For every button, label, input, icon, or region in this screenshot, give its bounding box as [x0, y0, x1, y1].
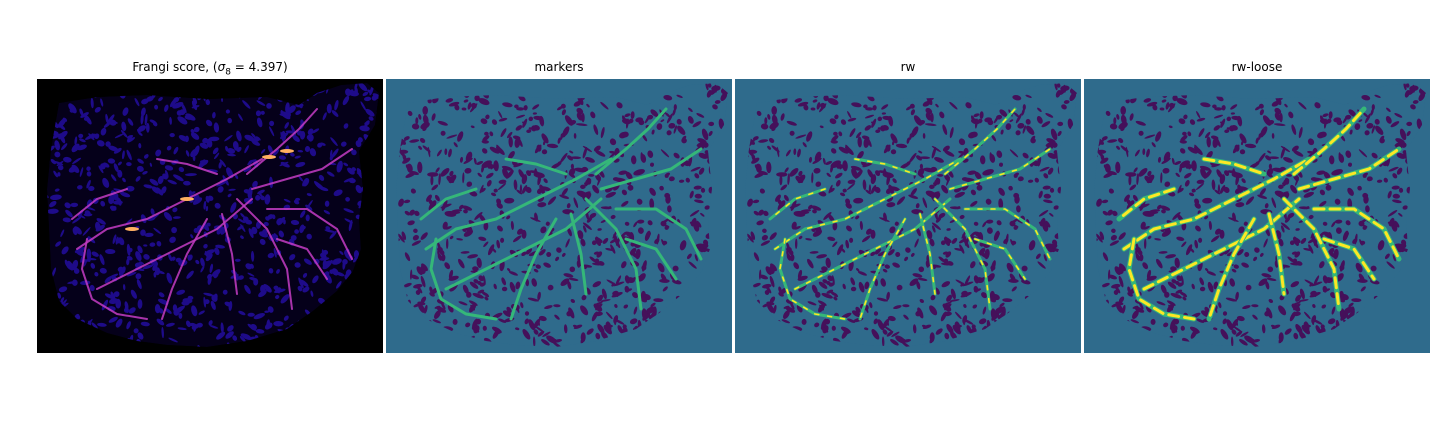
title-subscript: 8 — [225, 67, 231, 78]
title-text: Frangi score, ( — [132, 60, 218, 74]
rw-image — [735, 79, 1081, 353]
markers-canvas — [386, 79, 732, 353]
panel-title-rw: rw — [900, 60, 916, 74]
panel-title-frangi: Frangi score, (σ8 = 4.397) — [37, 60, 383, 77]
frangi-image — [37, 79, 383, 353]
rw-loose-image — [1084, 79, 1430, 353]
title-sigma: σ — [217, 60, 226, 74]
rw-loose-canvas — [1084, 79, 1430, 353]
markers-image — [386, 79, 732, 353]
panel-title-rw-loose: rw-loose — [1231, 60, 1283, 74]
panel-title-markers: markers — [534, 60, 584, 74]
rw-canvas — [735, 79, 1081, 353]
title-value: = 4.397) — [230, 60, 288, 74]
frangi-canvas — [37, 79, 383, 353]
